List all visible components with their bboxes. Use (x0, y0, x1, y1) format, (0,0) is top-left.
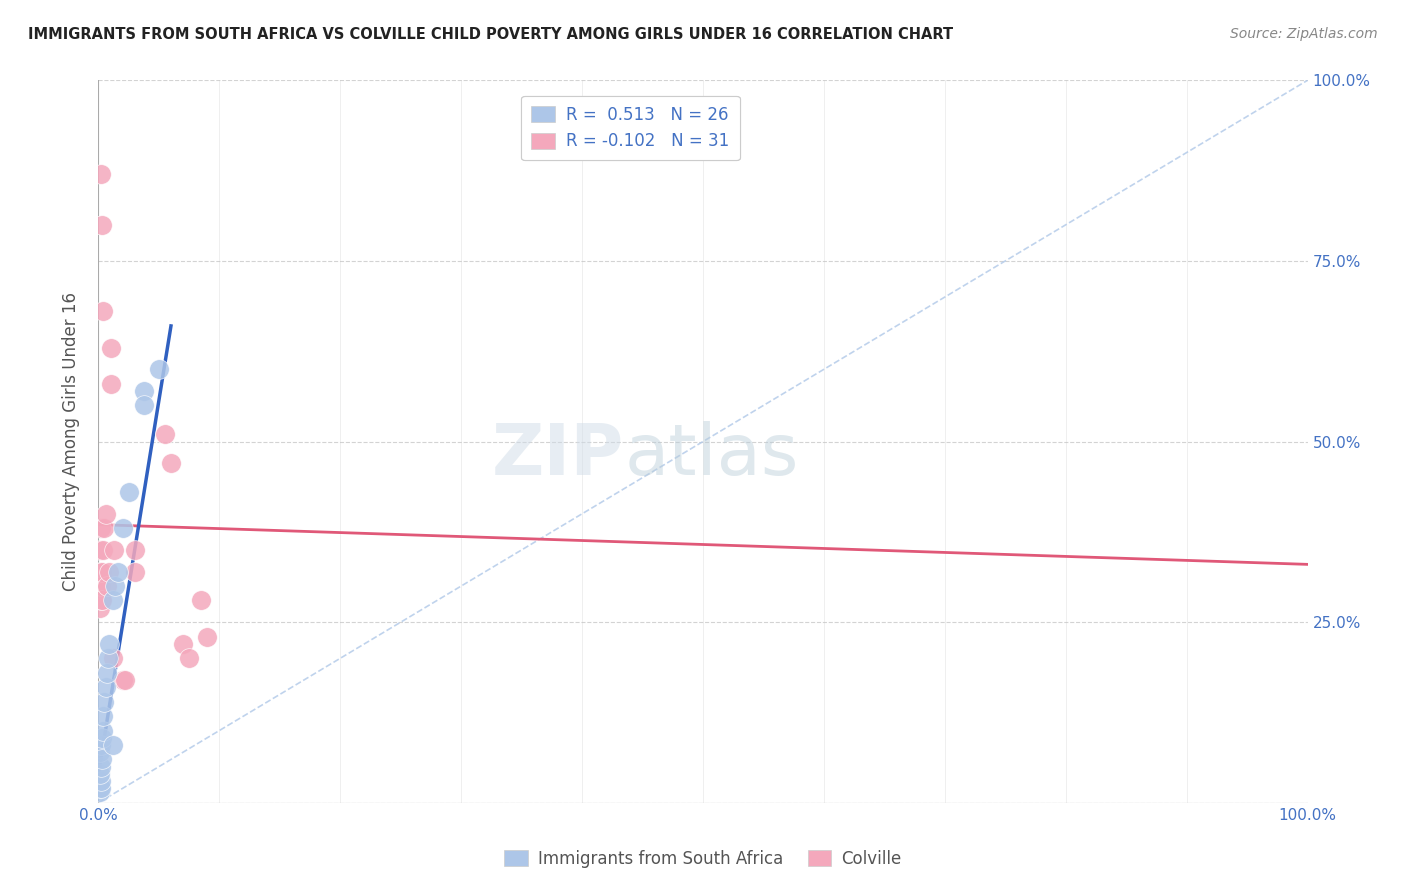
Point (195, 630, 218, 644)
Point (91, 752, 114, 766)
Point (107, 565, 129, 579)
Point (90, 774, 112, 789)
Point (91, 593, 114, 607)
Point (98, 637, 121, 651)
Point (90, 593, 112, 607)
Point (160, 456, 183, 470)
Point (91, 218, 114, 232)
Y-axis label: Child Poverty Among Girls Under 16: Child Poverty Among Girls Under 16 (62, 292, 80, 591)
Point (94, 680, 117, 694)
Point (89, 767, 111, 781)
Point (98, 565, 121, 579)
Point (111, 521, 134, 535)
Point (93, 521, 115, 535)
Point (97, 651, 120, 665)
Point (91, 565, 114, 579)
Point (91, 709, 114, 723)
Point (114, 673, 136, 687)
Point (118, 485, 141, 500)
Text: Source: ZipAtlas.com: Source: ZipAtlas.com (1230, 27, 1378, 41)
Point (96, 579, 118, 593)
Legend: Immigrants from South Africa, Colville: Immigrants from South Africa, Colville (498, 844, 908, 875)
Point (89, 565, 111, 579)
Point (104, 579, 127, 593)
Point (172, 637, 194, 651)
Point (100, 341, 122, 355)
Point (101, 738, 124, 752)
Point (91, 723, 114, 738)
Point (89, 785, 111, 799)
Point (90, 579, 112, 593)
Point (101, 593, 124, 607)
Point (90, 781, 112, 796)
Point (148, 362, 170, 376)
Point (90, 738, 112, 752)
Point (100, 376, 122, 391)
Point (190, 593, 212, 607)
Point (111, 673, 134, 687)
Text: ZIP: ZIP (492, 422, 624, 491)
Point (96, 665, 118, 680)
Point (179, 651, 201, 665)
Point (90, 521, 112, 535)
Point (93, 695, 115, 709)
Point (89, 542, 111, 557)
Point (89, 579, 111, 593)
Point (134, 398, 156, 412)
Text: IMMIGRANTS FROM SOUTH AFRICA VS COLVILLE CHILD POVERTY AMONG GIRLS UNDER 16 CORR: IMMIGRANTS FROM SOUTH AFRICA VS COLVILLE… (28, 27, 953, 42)
Point (134, 384, 156, 398)
Point (101, 651, 124, 665)
Point (89, 600, 111, 615)
Point (124, 542, 146, 557)
Point (153, 427, 176, 442)
Legend: R =  0.513   N = 26, R = -0.102   N = 31: R = 0.513 N = 26, R = -0.102 N = 31 (522, 95, 740, 161)
Point (90, 760, 112, 774)
Point (94, 507, 117, 521)
Point (124, 565, 146, 579)
Point (91, 304, 114, 318)
Point (90, 167, 112, 181)
Point (89, 781, 111, 796)
Point (103, 542, 125, 557)
Point (91, 731, 114, 745)
Point (91, 542, 114, 557)
Point (89, 745, 111, 759)
Text: atlas: atlas (624, 422, 799, 491)
